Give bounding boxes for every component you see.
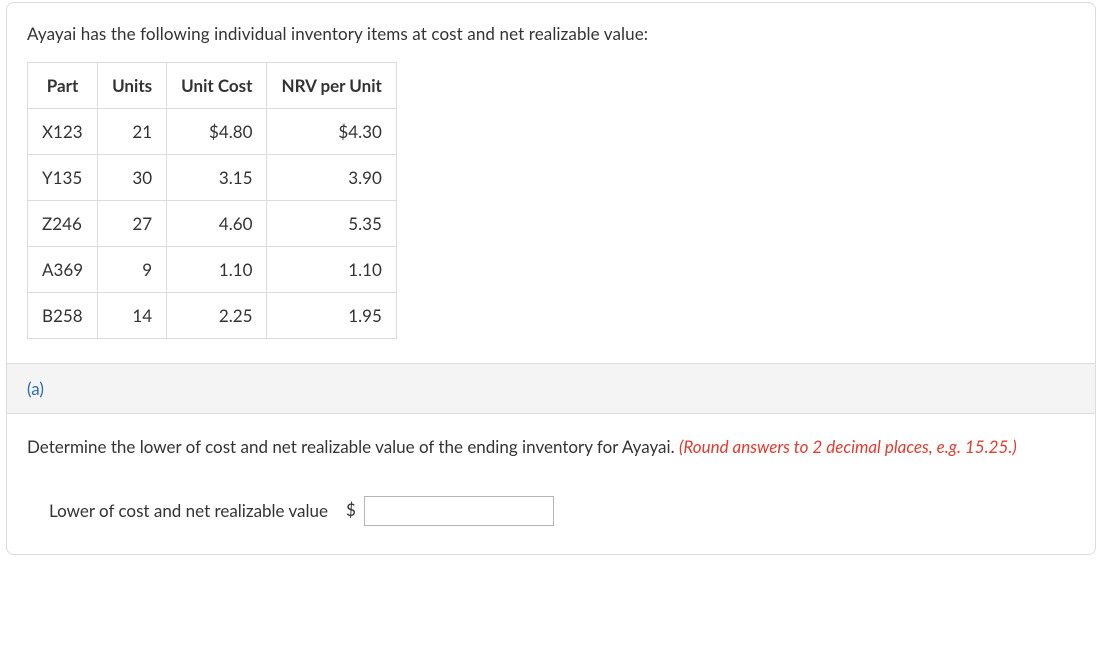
cell-nrv: 3.90	[267, 155, 396, 201]
col-nrv: NRV per Unit	[267, 63, 396, 109]
col-unit-cost: Unit Cost	[167, 63, 267, 109]
cell-units: 27	[98, 201, 167, 247]
col-part: Part	[28, 63, 98, 109]
table-row: Y135 30 3.15 3.90	[28, 155, 397, 201]
cell-part: X123	[28, 109, 98, 155]
question-card: Ayayai has the following individual inve…	[6, 2, 1096, 555]
cell-cost: 3.15	[167, 155, 267, 201]
cell-units: 14	[98, 293, 167, 339]
answer-input[interactable]	[364, 496, 554, 526]
table-row: B258 14 2.25 1.95	[28, 293, 397, 339]
cell-part: Z246	[28, 201, 98, 247]
subpart-label: (a)	[7, 363, 1095, 414]
cell-cost: 1.10	[167, 247, 267, 293]
cell-units: 30	[98, 155, 167, 201]
cell-part: B258	[28, 293, 98, 339]
table-row: X123 21 $4.80 $4.30	[28, 109, 397, 155]
table-row: Z246 27 4.60 5.35	[28, 201, 397, 247]
cell-part: Y135	[28, 155, 98, 201]
cell-cost: 4.60	[167, 201, 267, 247]
cell-part: A369	[28, 247, 98, 293]
cell-nrv: $4.30	[267, 109, 396, 155]
cell-nrv: 1.10	[267, 247, 396, 293]
table-row: A369 9 1.10 1.10	[28, 247, 397, 293]
cell-cost: $4.80	[167, 109, 267, 155]
cell-units: 21	[98, 109, 167, 155]
question-text: Determine the lower of cost and net real…	[27, 434, 1075, 460]
cell-nrv: 5.35	[267, 201, 396, 247]
answer-row: Lower of cost and net realizable value $	[27, 496, 1075, 526]
intro-text: Ayayai has the following individual inve…	[27, 23, 1075, 44]
inventory-table: Part Units Unit Cost NRV per Unit X123 2…	[27, 62, 397, 339]
question-main: Determine the lower of cost and net real…	[27, 436, 679, 457]
cell-units: 9	[98, 247, 167, 293]
answer-label: Lower of cost and net realizable value	[49, 500, 328, 521]
currency-symbol: $	[346, 499, 356, 520]
cell-cost: 2.25	[167, 293, 267, 339]
question-hint: (Round answers to 2 decimal places, e.g.…	[679, 436, 1017, 457]
col-units: Units	[98, 63, 167, 109]
cell-nrv: 1.95	[267, 293, 396, 339]
